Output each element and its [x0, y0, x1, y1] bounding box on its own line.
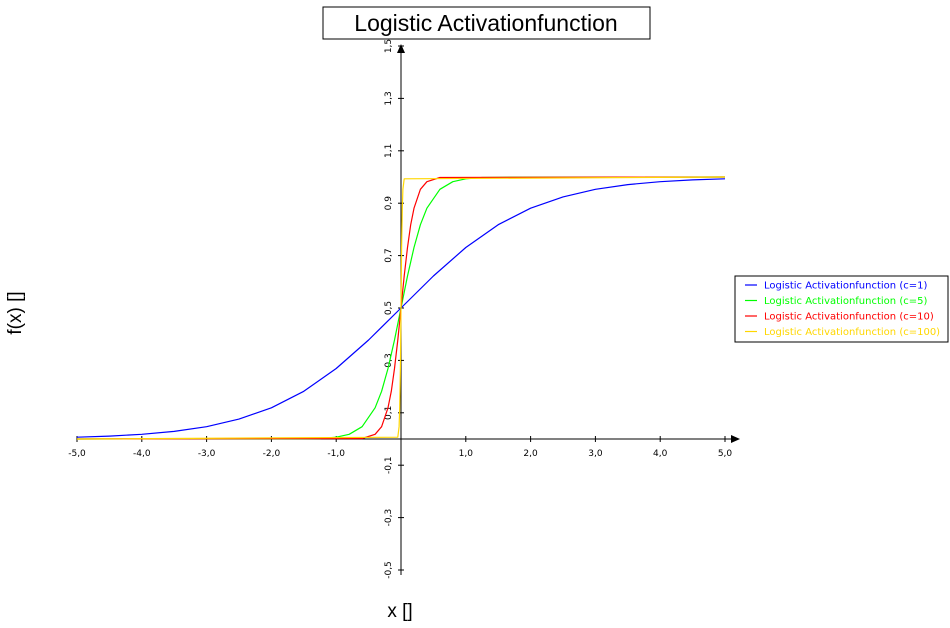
y-tick-label: -0,1	[384, 456, 394, 474]
y-tick-label: -0,3	[384, 509, 394, 527]
series-layer	[76, 176, 726, 440]
y-tick-label: 1,1	[384, 144, 394, 158]
x-tick-label: -3,0	[198, 449, 216, 459]
series-line-4	[76, 176, 726, 440]
legend-box	[734, 275, 949, 343]
x-tick-label: -1,0	[327, 449, 345, 459]
x-tick-label: -4,0	[133, 449, 151, 459]
legend: Logistic Activationfunction (c=1) Logisti…	[734, 275, 949, 343]
y-tick-label: 0,7	[384, 248, 394, 262]
x-tick-label: 4,0	[653, 449, 668, 459]
chart-title-box	[322, 6, 651, 40]
x-axis-title: x []	[387, 601, 412, 622]
legend-entry: Logistic Activationfunction (c=1)	[764, 281, 927, 292]
y-axis-arrow	[397, 44, 405, 53]
y-tick-label: 0,9	[384, 196, 394, 211]
y-tick-label: 1,3	[384, 91, 394, 105]
x-tick-label: 3,0	[588, 449, 603, 459]
y-tick-label: -0,5	[384, 561, 394, 579]
x-axis-arrow	[731, 435, 740, 443]
y-tick-label: 0,5	[384, 301, 394, 315]
y-tick-label: 0,1	[384, 406, 394, 420]
x-tick-label: 5,0	[718, 449, 733, 459]
x-tick-label: 2,0	[523, 449, 538, 459]
x-tick-label: 1,0	[459, 449, 474, 459]
chart-title: Logistic Activationfunction	[354, 10, 617, 36]
legend-entry: Logistic Activationfunction (c=5)	[764, 296, 927, 307]
y-tick-label: 1,5	[384, 39, 394, 53]
x-tick-label: -5,0	[68, 449, 86, 459]
legend-entry: Logistic Activationfunction (c=100)	[764, 327, 940, 338]
x-tick-label: -2,0	[263, 449, 281, 459]
y-axis-title: f(x) []	[5, 291, 26, 334]
ticks-layer: -5,0 -4,0 -3,0 -2,0 -1,0 1,0 2,0 3,0 4,0 5,0 1,5 1,…	[68, 39, 732, 579]
legend-entry: Logistic Activationfunction (c=10)	[764, 312, 934, 323]
y-tick-label: 0,3	[384, 353, 394, 367]
